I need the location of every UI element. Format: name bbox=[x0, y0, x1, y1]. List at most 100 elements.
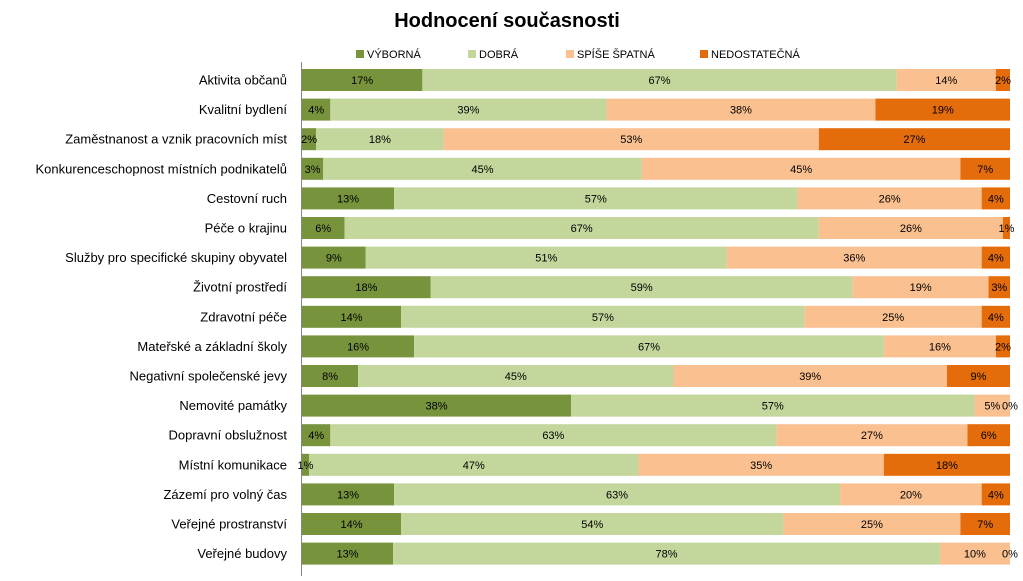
data-label: 10% bbox=[964, 549, 986, 561]
category-label: Dopravní obslužnost bbox=[168, 428, 287, 443]
bar-segment bbox=[302, 483, 395, 506]
category-label: Zaměstnanost a vznik pracovních míst bbox=[65, 132, 287, 147]
category-label: Zázemí pro volný čas bbox=[163, 487, 287, 502]
data-label: 20% bbox=[900, 489, 922, 501]
bar-segment bbox=[776, 424, 968, 447]
category-label: Negativní společenské jevy bbox=[129, 369, 287, 384]
data-label: 35% bbox=[750, 460, 772, 472]
bar-segment bbox=[330, 98, 607, 121]
data-label: 4% bbox=[988, 193, 1004, 205]
data-label: 45% bbox=[505, 371, 527, 383]
bar-segment bbox=[960, 157, 1010, 180]
data-label: 25% bbox=[882, 312, 904, 324]
bar-segment bbox=[875, 98, 1010, 121]
bar-segment bbox=[883, 453, 1010, 476]
data-label: 57% bbox=[592, 312, 614, 324]
bar-segment bbox=[344, 217, 819, 239]
category-label: Mateřské a základní školy bbox=[137, 339, 287, 354]
bar-segment bbox=[302, 128, 317, 151]
bar-segment bbox=[673, 365, 947, 387]
category-label: Kvalitní bydlení bbox=[199, 102, 288, 117]
bar-segment bbox=[422, 69, 897, 91]
data-label: 19% bbox=[932, 105, 954, 117]
bar-segment bbox=[393, 542, 940, 565]
data-label: 3% bbox=[305, 164, 321, 176]
bar-segment bbox=[995, 69, 1010, 91]
category-labels: Aktivita občanů Kvalitní bydlení Zaměstnan… bbox=[36, 73, 288, 562]
category-label: Nemovité památky bbox=[179, 398, 287, 413]
data-label: 27% bbox=[861, 430, 883, 442]
legend-swatch bbox=[566, 50, 574, 58]
data-label: 0% bbox=[1002, 401, 1018, 413]
data-label: 39% bbox=[799, 371, 821, 383]
bar-segment bbox=[1002, 217, 1010, 239]
bar-segment bbox=[302, 69, 423, 91]
bar-segment bbox=[988, 276, 1010, 299]
data-label: 26% bbox=[879, 193, 901, 205]
category-label: Místní komunikace bbox=[179, 457, 287, 472]
bar-segment bbox=[840, 483, 982, 506]
bar-segment bbox=[302, 246, 366, 269]
bar-segment bbox=[302, 365, 359, 387]
bar-segment bbox=[960, 513, 1010, 535]
bar-segment bbox=[783, 513, 961, 535]
data-label: 67% bbox=[649, 75, 671, 87]
bar-segment bbox=[606, 98, 876, 121]
data-label: 7% bbox=[977, 519, 993, 531]
data-label: 4% bbox=[988, 312, 1004, 324]
data-label: 78% bbox=[655, 549, 677, 561]
data-label: 38% bbox=[730, 105, 752, 117]
legend-swatch bbox=[468, 50, 476, 58]
data-label: 5% bbox=[984, 401, 1000, 413]
bar-segment bbox=[302, 276, 431, 299]
data-label: 4% bbox=[988, 489, 1004, 501]
bar-segment bbox=[302, 394, 572, 417]
bar-segment bbox=[896, 69, 996, 91]
bar-segment bbox=[883, 335, 996, 358]
bar-segment bbox=[302, 542, 394, 565]
bar-segment bbox=[852, 276, 989, 299]
data-label: 53% bbox=[620, 134, 642, 146]
data-label: 2% bbox=[301, 134, 317, 146]
bar-segment bbox=[302, 424, 331, 447]
data-label: 4% bbox=[308, 105, 324, 117]
category-label: Veřejné prostranství bbox=[171, 517, 287, 532]
chart-title: Hodnocení současnosti bbox=[394, 10, 620, 32]
data-label: 2% bbox=[995, 75, 1011, 87]
data-label: 67% bbox=[571, 223, 593, 235]
data-label: 14% bbox=[935, 75, 957, 87]
data-label: 17% bbox=[351, 75, 373, 87]
bar-segment bbox=[967, 424, 1010, 447]
data-label: 14% bbox=[341, 519, 363, 531]
data-label: 19% bbox=[910, 282, 932, 294]
legend-label: VÝBORNÁ bbox=[367, 48, 421, 61]
bar-segment bbox=[302, 305, 402, 328]
data-label: 13% bbox=[337, 549, 359, 561]
data-label: 63% bbox=[606, 489, 628, 501]
bar-segment bbox=[302, 98, 331, 121]
bar-segment bbox=[330, 424, 777, 447]
bar-segment bbox=[981, 483, 1010, 506]
legend: VÝBORNÁ DOBRÁ SPÍŠE ŠPATNÁ NEDOSTATEČNÁ bbox=[356, 48, 800, 61]
data-label: 0% bbox=[1002, 549, 1018, 561]
data-label: 1% bbox=[298, 460, 314, 472]
bar-segment bbox=[797, 187, 982, 210]
legend-swatch bbox=[356, 50, 364, 58]
data-label: 16% bbox=[347, 341, 369, 353]
bar-segment bbox=[939, 542, 1010, 565]
bar-segment bbox=[818, 128, 1010, 151]
data-label: 25% bbox=[861, 519, 883, 531]
category-label: Veřejné budovy bbox=[197, 546, 287, 561]
bar-segment bbox=[316, 128, 444, 151]
data-label: 45% bbox=[790, 164, 812, 176]
data-label: 18% bbox=[936, 460, 958, 472]
data-label: 18% bbox=[355, 282, 377, 294]
category-label: Zdravotní péče bbox=[200, 309, 287, 324]
legend-swatch bbox=[700, 50, 708, 58]
category-label: Aktivita občanů bbox=[199, 73, 287, 88]
bar-segment bbox=[365, 246, 727, 269]
data-label: 38% bbox=[426, 401, 448, 413]
bar-segment bbox=[726, 246, 982, 269]
